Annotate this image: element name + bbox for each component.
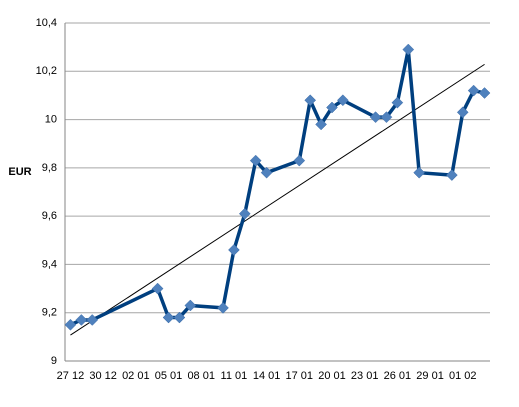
point-marker: [391, 96, 404, 109]
point-marker: [478, 87, 491, 99]
x-tick-label: 02 01: [122, 370, 150, 382]
point-marker: [86, 314, 99, 326]
x-tick-label: 05 01: [155, 370, 183, 382]
point-marker: [238, 207, 251, 220]
x-tick-label: 20 01: [318, 370, 346, 382]
y-tick-label: 9: [51, 355, 57, 367]
point-marker: [162, 311, 175, 324]
point-marker: [217, 302, 229, 314]
point-marker: [380, 111, 393, 124]
x-tick-label: 27 12: [57, 370, 85, 382]
point-marker: [369, 111, 382, 124]
trendline: [70, 63, 485, 336]
point-marker: [184, 299, 197, 312]
y-tick-label: 9,2: [42, 307, 57, 319]
x-tick-label: 08 01: [187, 370, 215, 382]
point-marker: [315, 118, 327, 131]
point-marker: [446, 169, 458, 181]
y-tick-label: 10,2: [36, 65, 57, 77]
x-tick-label: 29 01: [416, 370, 444, 382]
point-marker: [456, 106, 469, 119]
point-marker: [173, 311, 186, 324]
point-marker: [413, 166, 426, 179]
point-marker: [467, 84, 480, 97]
x-tick-label: 26 01: [384, 370, 412, 382]
y-tick-label: 9,8: [42, 162, 57, 174]
y-tick-label: 9,6: [42, 210, 57, 222]
x-tick-label: 30 12: [89, 370, 117, 382]
point-marker: [151, 282, 164, 295]
x-tick-label: 01 02: [449, 370, 477, 382]
point-marker: [75, 314, 88, 326]
point-marker: [293, 154, 306, 167]
y-tick-label: 10: [45, 113, 57, 125]
x-tick-label: 17 01: [286, 370, 314, 382]
point-marker: [326, 101, 338, 114]
y-tick-label: 10,4: [36, 17, 57, 29]
point-marker: [249, 154, 262, 167]
point-marker: [228, 244, 240, 256]
point-marker: [337, 94, 349, 107]
y-axis-label: EUR: [8, 166, 31, 178]
x-tick-label: 23 01: [351, 370, 379, 382]
point-marker: [402, 43, 415, 56]
x-tick-label: 14 01: [253, 370, 281, 382]
point-marker: [304, 94, 317, 107]
y-tick-label: 9,4: [42, 258, 57, 270]
x-tick-label: 11 01: [221, 370, 248, 382]
point-marker: [260, 166, 273, 179]
point-marker: [64, 318, 77, 331]
series-line: [69, 47, 485, 327]
